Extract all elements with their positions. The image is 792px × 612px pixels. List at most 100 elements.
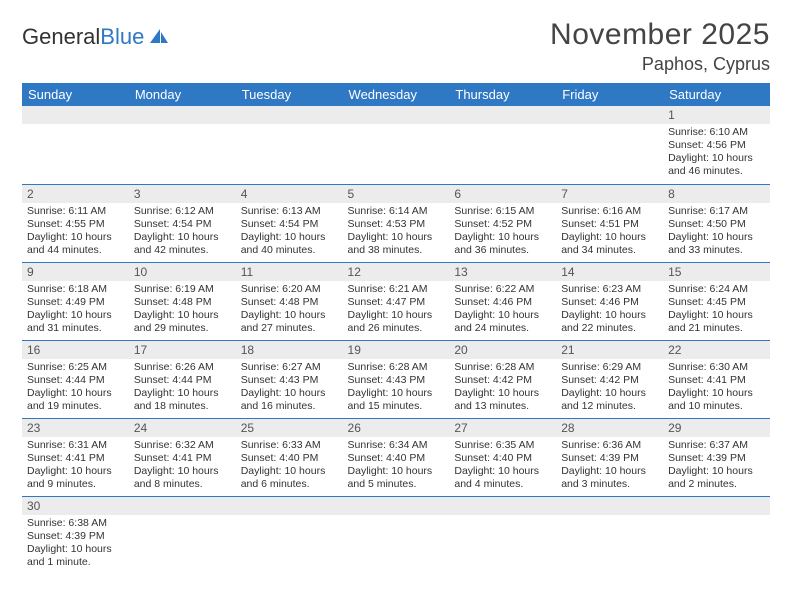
day-number: 19: [343, 341, 450, 359]
header: GeneralBlue November 2025 Paphos, Cyprus: [22, 18, 770, 75]
day-number: 6: [449, 185, 556, 203]
calendar-cell: 24Sunrise: 6:32 AMSunset: 4:41 PMDayligh…: [129, 418, 236, 496]
day-number: 26: [343, 419, 450, 437]
dow-row: SundayMondayTuesdayWednesdayThursdayFrid…: [22, 83, 770, 106]
day-number: [343, 497, 450, 515]
calendar-cell: 3Sunrise: 6:12 AMSunset: 4:54 PMDaylight…: [129, 184, 236, 262]
day-number: 1: [663, 106, 770, 124]
calendar-cell: 22Sunrise: 6:30 AMSunset: 4:41 PMDayligh…: [663, 340, 770, 418]
day-number: [129, 106, 236, 124]
calendar-cell: 2Sunrise: 6:11 AMSunset: 4:55 PMDaylight…: [22, 184, 129, 262]
dow-header: Friday: [556, 83, 663, 106]
calendar-cell-empty: [449, 106, 556, 184]
calendar-row: 9Sunrise: 6:18 AMSunset: 4:49 PMDaylight…: [22, 262, 770, 340]
calendar-table: SundayMondayTuesdayWednesdayThursdayFrid…: [22, 83, 770, 574]
calendar-cell: 19Sunrise: 6:28 AMSunset: 4:43 PMDayligh…: [343, 340, 450, 418]
calendar-cell-empty: [22, 106, 129, 184]
day-info: Sunrise: 6:38 AMSunset: 4:39 PMDaylight:…: [22, 515, 129, 574]
day-number: 2: [22, 185, 129, 203]
day-number: 18: [236, 341, 343, 359]
calendar-cell: 4Sunrise: 6:13 AMSunset: 4:54 PMDaylight…: [236, 184, 343, 262]
calendar-cell: 25Sunrise: 6:33 AMSunset: 4:40 PMDayligh…: [236, 418, 343, 496]
calendar-cell: 23Sunrise: 6:31 AMSunset: 4:41 PMDayligh…: [22, 418, 129, 496]
day-info: Sunrise: 6:22 AMSunset: 4:46 PMDaylight:…: [449, 281, 556, 340]
day-number: [663, 497, 770, 515]
day-info: Sunrise: 6:12 AMSunset: 4:54 PMDaylight:…: [129, 203, 236, 262]
calendar-cell: 26Sunrise: 6:34 AMSunset: 4:40 PMDayligh…: [343, 418, 450, 496]
day-info: Sunrise: 6:33 AMSunset: 4:40 PMDaylight:…: [236, 437, 343, 496]
day-number: [236, 106, 343, 124]
month-title: November 2025: [550, 18, 770, 52]
day-info: Sunrise: 6:11 AMSunset: 4:55 PMDaylight:…: [22, 203, 129, 262]
day-number: 23: [22, 419, 129, 437]
day-info: Sunrise: 6:28 AMSunset: 4:42 PMDaylight:…: [449, 359, 556, 418]
day-number: [556, 497, 663, 515]
day-info: Sunrise: 6:32 AMSunset: 4:41 PMDaylight:…: [129, 437, 236, 496]
calendar-cell-empty: [236, 496, 343, 574]
day-info: Sunrise: 6:15 AMSunset: 4:52 PMDaylight:…: [449, 203, 556, 262]
dow-header: Monday: [129, 83, 236, 106]
day-info: Sunrise: 6:31 AMSunset: 4:41 PMDaylight:…: [22, 437, 129, 496]
day-number: [22, 106, 129, 124]
calendar-cell: 16Sunrise: 6:25 AMSunset: 4:44 PMDayligh…: [22, 340, 129, 418]
calendar-cell: 28Sunrise: 6:36 AMSunset: 4:39 PMDayligh…: [556, 418, 663, 496]
calendar-cell: 21Sunrise: 6:29 AMSunset: 4:42 PMDayligh…: [556, 340, 663, 418]
calendar-cell: 5Sunrise: 6:14 AMSunset: 4:53 PMDaylight…: [343, 184, 450, 262]
calendar-cell: 27Sunrise: 6:35 AMSunset: 4:40 PMDayligh…: [449, 418, 556, 496]
day-info: Sunrise: 6:36 AMSunset: 4:39 PMDaylight:…: [556, 437, 663, 496]
location: Paphos, Cyprus: [550, 54, 770, 75]
calendar-cell-empty: [556, 106, 663, 184]
calendar-cell-empty: [343, 106, 450, 184]
day-info: Sunrise: 6:28 AMSunset: 4:43 PMDaylight:…: [343, 359, 450, 418]
day-number: 7: [556, 185, 663, 203]
day-info: Sunrise: 6:37 AMSunset: 4:39 PMDaylight:…: [663, 437, 770, 496]
sail-icon: [148, 27, 170, 45]
logo-text-2: Blue: [100, 24, 144, 50]
day-number: [343, 106, 450, 124]
calendar-cell: 29Sunrise: 6:37 AMSunset: 4:39 PMDayligh…: [663, 418, 770, 496]
day-number: 21: [556, 341, 663, 359]
day-number: [129, 497, 236, 515]
dow-header: Thursday: [449, 83, 556, 106]
day-info: Sunrise: 6:26 AMSunset: 4:44 PMDaylight:…: [129, 359, 236, 418]
day-info: Sunrise: 6:21 AMSunset: 4:47 PMDaylight:…: [343, 281, 450, 340]
day-info: Sunrise: 6:17 AMSunset: 4:50 PMDaylight:…: [663, 203, 770, 262]
calendar-cell-empty: [343, 496, 450, 574]
calendar-cell: 11Sunrise: 6:20 AMSunset: 4:48 PMDayligh…: [236, 262, 343, 340]
calendar-cell: 10Sunrise: 6:19 AMSunset: 4:48 PMDayligh…: [129, 262, 236, 340]
title-block: November 2025 Paphos, Cyprus: [550, 18, 770, 75]
calendar-cell-empty: [129, 106, 236, 184]
day-info: Sunrise: 6:24 AMSunset: 4:45 PMDaylight:…: [663, 281, 770, 340]
day-number: 17: [129, 341, 236, 359]
calendar-cell: 13Sunrise: 6:22 AMSunset: 4:46 PMDayligh…: [449, 262, 556, 340]
day-info: Sunrise: 6:20 AMSunset: 4:48 PMDaylight:…: [236, 281, 343, 340]
calendar-cell-empty: [129, 496, 236, 574]
calendar-cell-empty: [449, 496, 556, 574]
day-number: 15: [663, 263, 770, 281]
day-number: 30: [22, 497, 129, 515]
calendar-cell: 18Sunrise: 6:27 AMSunset: 4:43 PMDayligh…: [236, 340, 343, 418]
calendar-cell-empty: [556, 496, 663, 574]
calendar-cell: 6Sunrise: 6:15 AMSunset: 4:52 PMDaylight…: [449, 184, 556, 262]
calendar-cell: 7Sunrise: 6:16 AMSunset: 4:51 PMDaylight…: [556, 184, 663, 262]
calendar-cell: 17Sunrise: 6:26 AMSunset: 4:44 PMDayligh…: [129, 340, 236, 418]
calendar-cell: 9Sunrise: 6:18 AMSunset: 4:49 PMDaylight…: [22, 262, 129, 340]
calendar-cell: 20Sunrise: 6:28 AMSunset: 4:42 PMDayligh…: [449, 340, 556, 418]
day-number: 4: [236, 185, 343, 203]
day-number: [556, 106, 663, 124]
day-number: 9: [22, 263, 129, 281]
calendar-row: 2Sunrise: 6:11 AMSunset: 4:55 PMDaylight…: [22, 184, 770, 262]
day-number: 14: [556, 263, 663, 281]
day-number: 22: [663, 341, 770, 359]
calendar-row: 1Sunrise: 6:10 AMSunset: 4:56 PMDaylight…: [22, 106, 770, 184]
logo-text-1: General: [22, 24, 100, 50]
day-number: [236, 497, 343, 515]
logo: GeneralBlue: [22, 18, 170, 50]
calendar-cell: 8Sunrise: 6:17 AMSunset: 4:50 PMDaylight…: [663, 184, 770, 262]
day-number: 20: [449, 341, 556, 359]
dow-header: Wednesday: [343, 83, 450, 106]
day-number: [449, 106, 556, 124]
dow-header: Sunday: [22, 83, 129, 106]
day-number: 11: [236, 263, 343, 281]
calendar-cell: 1Sunrise: 6:10 AMSunset: 4:56 PMDaylight…: [663, 106, 770, 184]
